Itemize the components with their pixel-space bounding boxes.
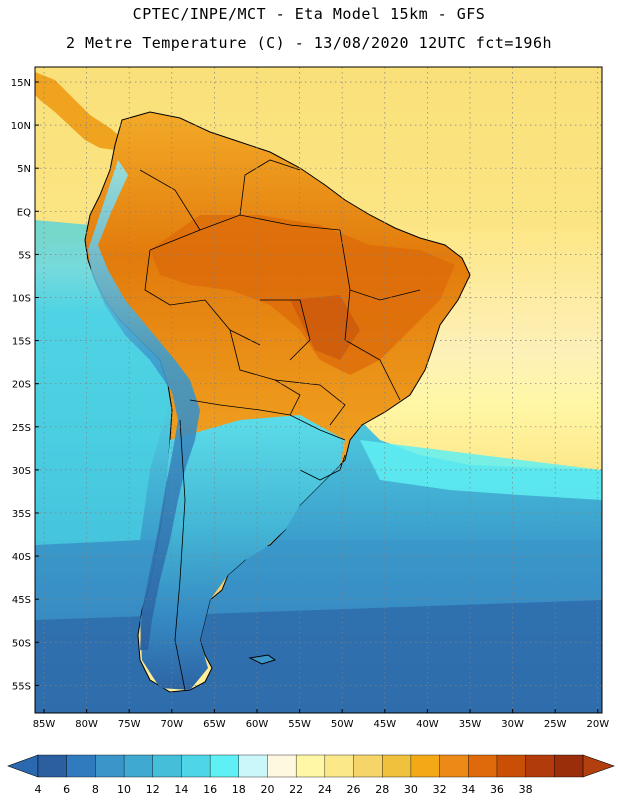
colorbar-swatch (382, 754, 412, 778)
axis-ticks (35, 81, 599, 713)
falkland-islands (248, 654, 277, 665)
colorbar-above-arrow (582, 754, 615, 778)
border-argentina-north (189, 399, 346, 441)
latitude-labels: 15N 10N 5N EQ 5S 10S 15S 20S 25S 30S 35S 40S 45S 50S 5… (11, 78, 31, 692)
lat-label-50s: 50S (12, 638, 31, 649)
amazon-hot-core (150, 215, 455, 375)
colorbar-label-12: 12 (146, 783, 160, 796)
lon-label-50w: 50W (331, 719, 354, 730)
colorbar-label-30: 30 (404, 783, 418, 796)
lat-label-40s: 40S (12, 552, 31, 563)
border-colombia (139, 169, 201, 231)
lon-label-60w: 60W (246, 719, 269, 730)
colorbar-label-14: 14 (174, 783, 188, 796)
border-peru-brazil (144, 249, 261, 346)
lat-label-10s: 10S (12, 294, 31, 305)
colorbar-label-22: 22 (289, 783, 303, 796)
colorbar-label-10: 10 (117, 783, 131, 796)
colorbar-swatch (95, 754, 125, 778)
country-borders (139, 159, 421, 691)
colorbar-label-26: 26 (347, 783, 361, 796)
lon-label-85w: 85W (33, 719, 56, 730)
colorbar-swatch (554, 754, 584, 778)
colorbar-swatch (267, 754, 297, 778)
lat-label-25s: 25S (12, 423, 31, 434)
colorbar-label-24: 24 (318, 783, 332, 796)
temperature-colorbar (7, 754, 615, 778)
lon-label-65w: 65W (203, 719, 226, 730)
lat-label-eq: EQ (17, 207, 31, 218)
lat-label-30s: 30S (12, 466, 31, 477)
colorbar-label-28: 28 (375, 783, 389, 796)
lat-label-35s: 35S (12, 509, 31, 520)
lon-label-45w: 45W (373, 719, 396, 730)
lon-label-20w: 20W (586, 719, 609, 730)
lon-label-80w: 80W (75, 719, 98, 730)
colorbar-swatch (66, 754, 96, 778)
border-paraguay (274, 379, 346, 426)
border-chile-argentina (174, 419, 186, 691)
longitude-labels: 85W 80W 75W 70W 65W 60W 55W 50W 45W 40W 35W 30W 25W 2… (33, 719, 610, 730)
colorbar-below-arrow (7, 754, 39, 778)
southern-cone-cool (140, 415, 345, 690)
colorbar-label-20: 20 (260, 783, 274, 796)
colorbar-swatch (123, 754, 154, 778)
colorbar-label-38: 38 (519, 783, 533, 796)
colorbar-swatch (152, 754, 182, 778)
colorbar-swatch (238, 754, 268, 778)
lon-label-35w: 35W (459, 719, 482, 730)
colorbar-label-18: 18 (232, 783, 246, 796)
lat-label-15n: 15N (11, 78, 31, 89)
colorbar-swatch (439, 754, 469, 778)
colorbar-swatch (37, 754, 68, 778)
lon-label-55w: 55W (288, 719, 311, 730)
border-brazil-states-3 (260, 299, 311, 361)
central-america-land (35, 72, 122, 150)
colorbar-swatch (496, 754, 527, 778)
map-frame (34, 66, 603, 714)
colorbar-label-8: 8 (92, 783, 99, 796)
colorbar-label-32: 32 (433, 783, 447, 796)
lon-label-25w: 25W (544, 719, 567, 730)
colorbar-labels: 4 6 8 10 12 14 16 18 20 22 24 26 28 30 32 34 36 38 (35, 783, 533, 796)
colorbar-swatch (324, 754, 355, 778)
colorbar-swatch (295, 754, 326, 778)
central-brazil-max (290, 295, 360, 360)
lat-label-5s: 5S (18, 250, 31, 261)
lon-label-30w: 30W (501, 719, 524, 730)
lat-label-45s: 45S (12, 595, 31, 606)
colorbar-label-36: 36 (490, 783, 504, 796)
colorbar-label-16: 16 (203, 783, 217, 796)
border-venezuela (239, 159, 301, 216)
lat-label-5n: 5N (17, 164, 31, 175)
colorbar-swatch (209, 754, 240, 778)
border-brazil-states-2 (344, 289, 401, 401)
lat-label-20s: 20S (12, 380, 31, 391)
title-line-1: CPTEC/INPE/MCT - Eta Model 15km - GFS (132, 5, 486, 23)
colorbar-label-4: 4 (35, 783, 42, 796)
lon-label-75w: 75W (118, 719, 141, 730)
lat-label-10n: 10N (11, 121, 31, 132)
colorbar-swatch (525, 754, 555, 778)
pacific-cool-tongue (35, 220, 170, 545)
colorbar-swatch (410, 754, 441, 778)
colorbar-swatch (353, 754, 383, 778)
lon-label-70w: 70W (160, 719, 183, 730)
title-line-2: 2 Metre Temperature (C) - 13/08/2020 12U… (65, 34, 553, 52)
colorbar-swatch (181, 754, 211, 778)
colorbar-swatch (468, 754, 498, 778)
lat-label-55s: 55S (12, 681, 31, 692)
border-brazil-states-1 (339, 229, 421, 301)
lat-label-15s: 15S (12, 337, 31, 348)
colorbar-label-6: 6 (63, 783, 70, 796)
colorbar-label-34: 34 (461, 783, 475, 796)
lon-label-40w: 40W (416, 719, 439, 730)
